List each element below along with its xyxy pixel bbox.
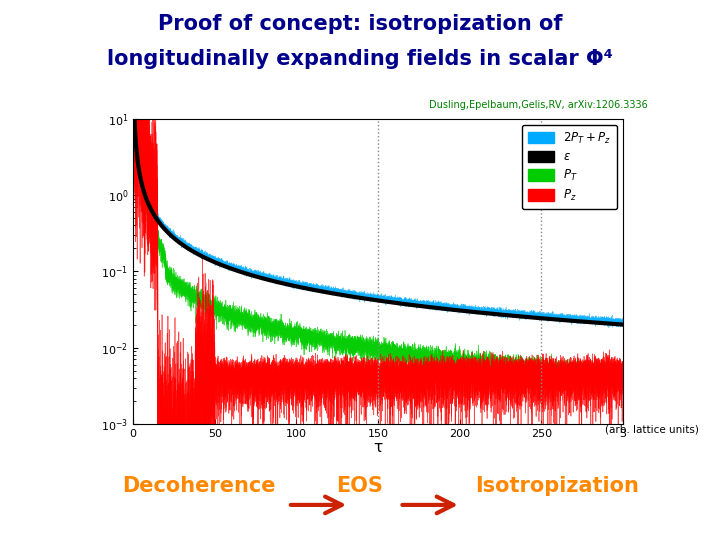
X-axis label: τ: τ [374,440,382,455]
Text: (arb. lattice units): (arb. lattice units) [605,424,698,435]
Legend: $2P_T + P_z$, $\varepsilon$, $P_T$, $P_z$: $2P_T + P_z$, $\varepsilon$, $P_T$, $P_z… [522,125,617,209]
Text: longitudinally expanding fields in scalar Φ⁴: longitudinally expanding fields in scala… [107,49,613,69]
Text: Decoherence: Decoherence [122,476,276,496]
Text: Isotropization: Isotropization [475,476,639,496]
Text: Proof of concept: isotropization of: Proof of concept: isotropization of [158,14,562,33]
Text: Dusling,Epelbaum,Gelis,RV, arXiv:1206.3336: Dusling,Epelbaum,Gelis,RV, arXiv:1206.33… [429,100,648,110]
Text: EOS: EOS [336,476,384,496]
